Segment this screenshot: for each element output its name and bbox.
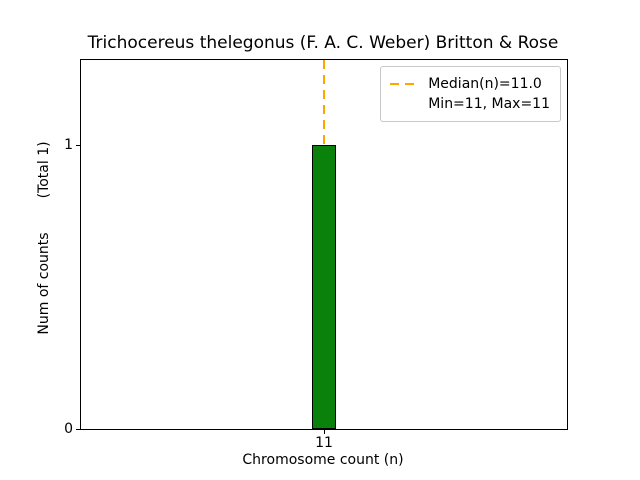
y-axis-label: Num of counts (Total 1) — [36, 141, 52, 334]
median-dashed-line-swatch — [390, 83, 421, 85]
y-axis-label-main: Num of counts — [36, 232, 52, 335]
y-tick-label: 0 — [64, 421, 73, 437]
bar — [312, 145, 336, 429]
legend-label-median: Median(n)=11.0 — [428, 76, 542, 92]
y-axis-label-total: (Total 1) — [36, 141, 52, 199]
legend: Median(n)=11.0 Min=11, Max=11 — [380, 66, 561, 122]
legend-entry-minmax: Min=11, Max=11 — [390, 94, 550, 114]
y-tick-mark — [76, 428, 81, 430]
legend-entry-median: Median(n)=11.0 — [390, 74, 550, 94]
y-tick-label: 1 — [64, 137, 73, 154]
legend-empty-swatch — [390, 103, 420, 105]
chart-title: Trichocereus thelegonus (F. A. C. Weber)… — [87, 33, 559, 53]
x-tick-mark — [323, 429, 325, 434]
x-tick-label: 11 — [315, 435, 333, 451]
x-axis-label: Chromosome count (n) — [242, 452, 404, 468]
legend-label-minmax: Min=11, Max=11 — [428, 96, 550, 112]
y-tick-mark — [76, 144, 81, 146]
plot-area: Median(n)=11.0 Min=11, Max=11 0 1 11 — [64, 59, 568, 451]
